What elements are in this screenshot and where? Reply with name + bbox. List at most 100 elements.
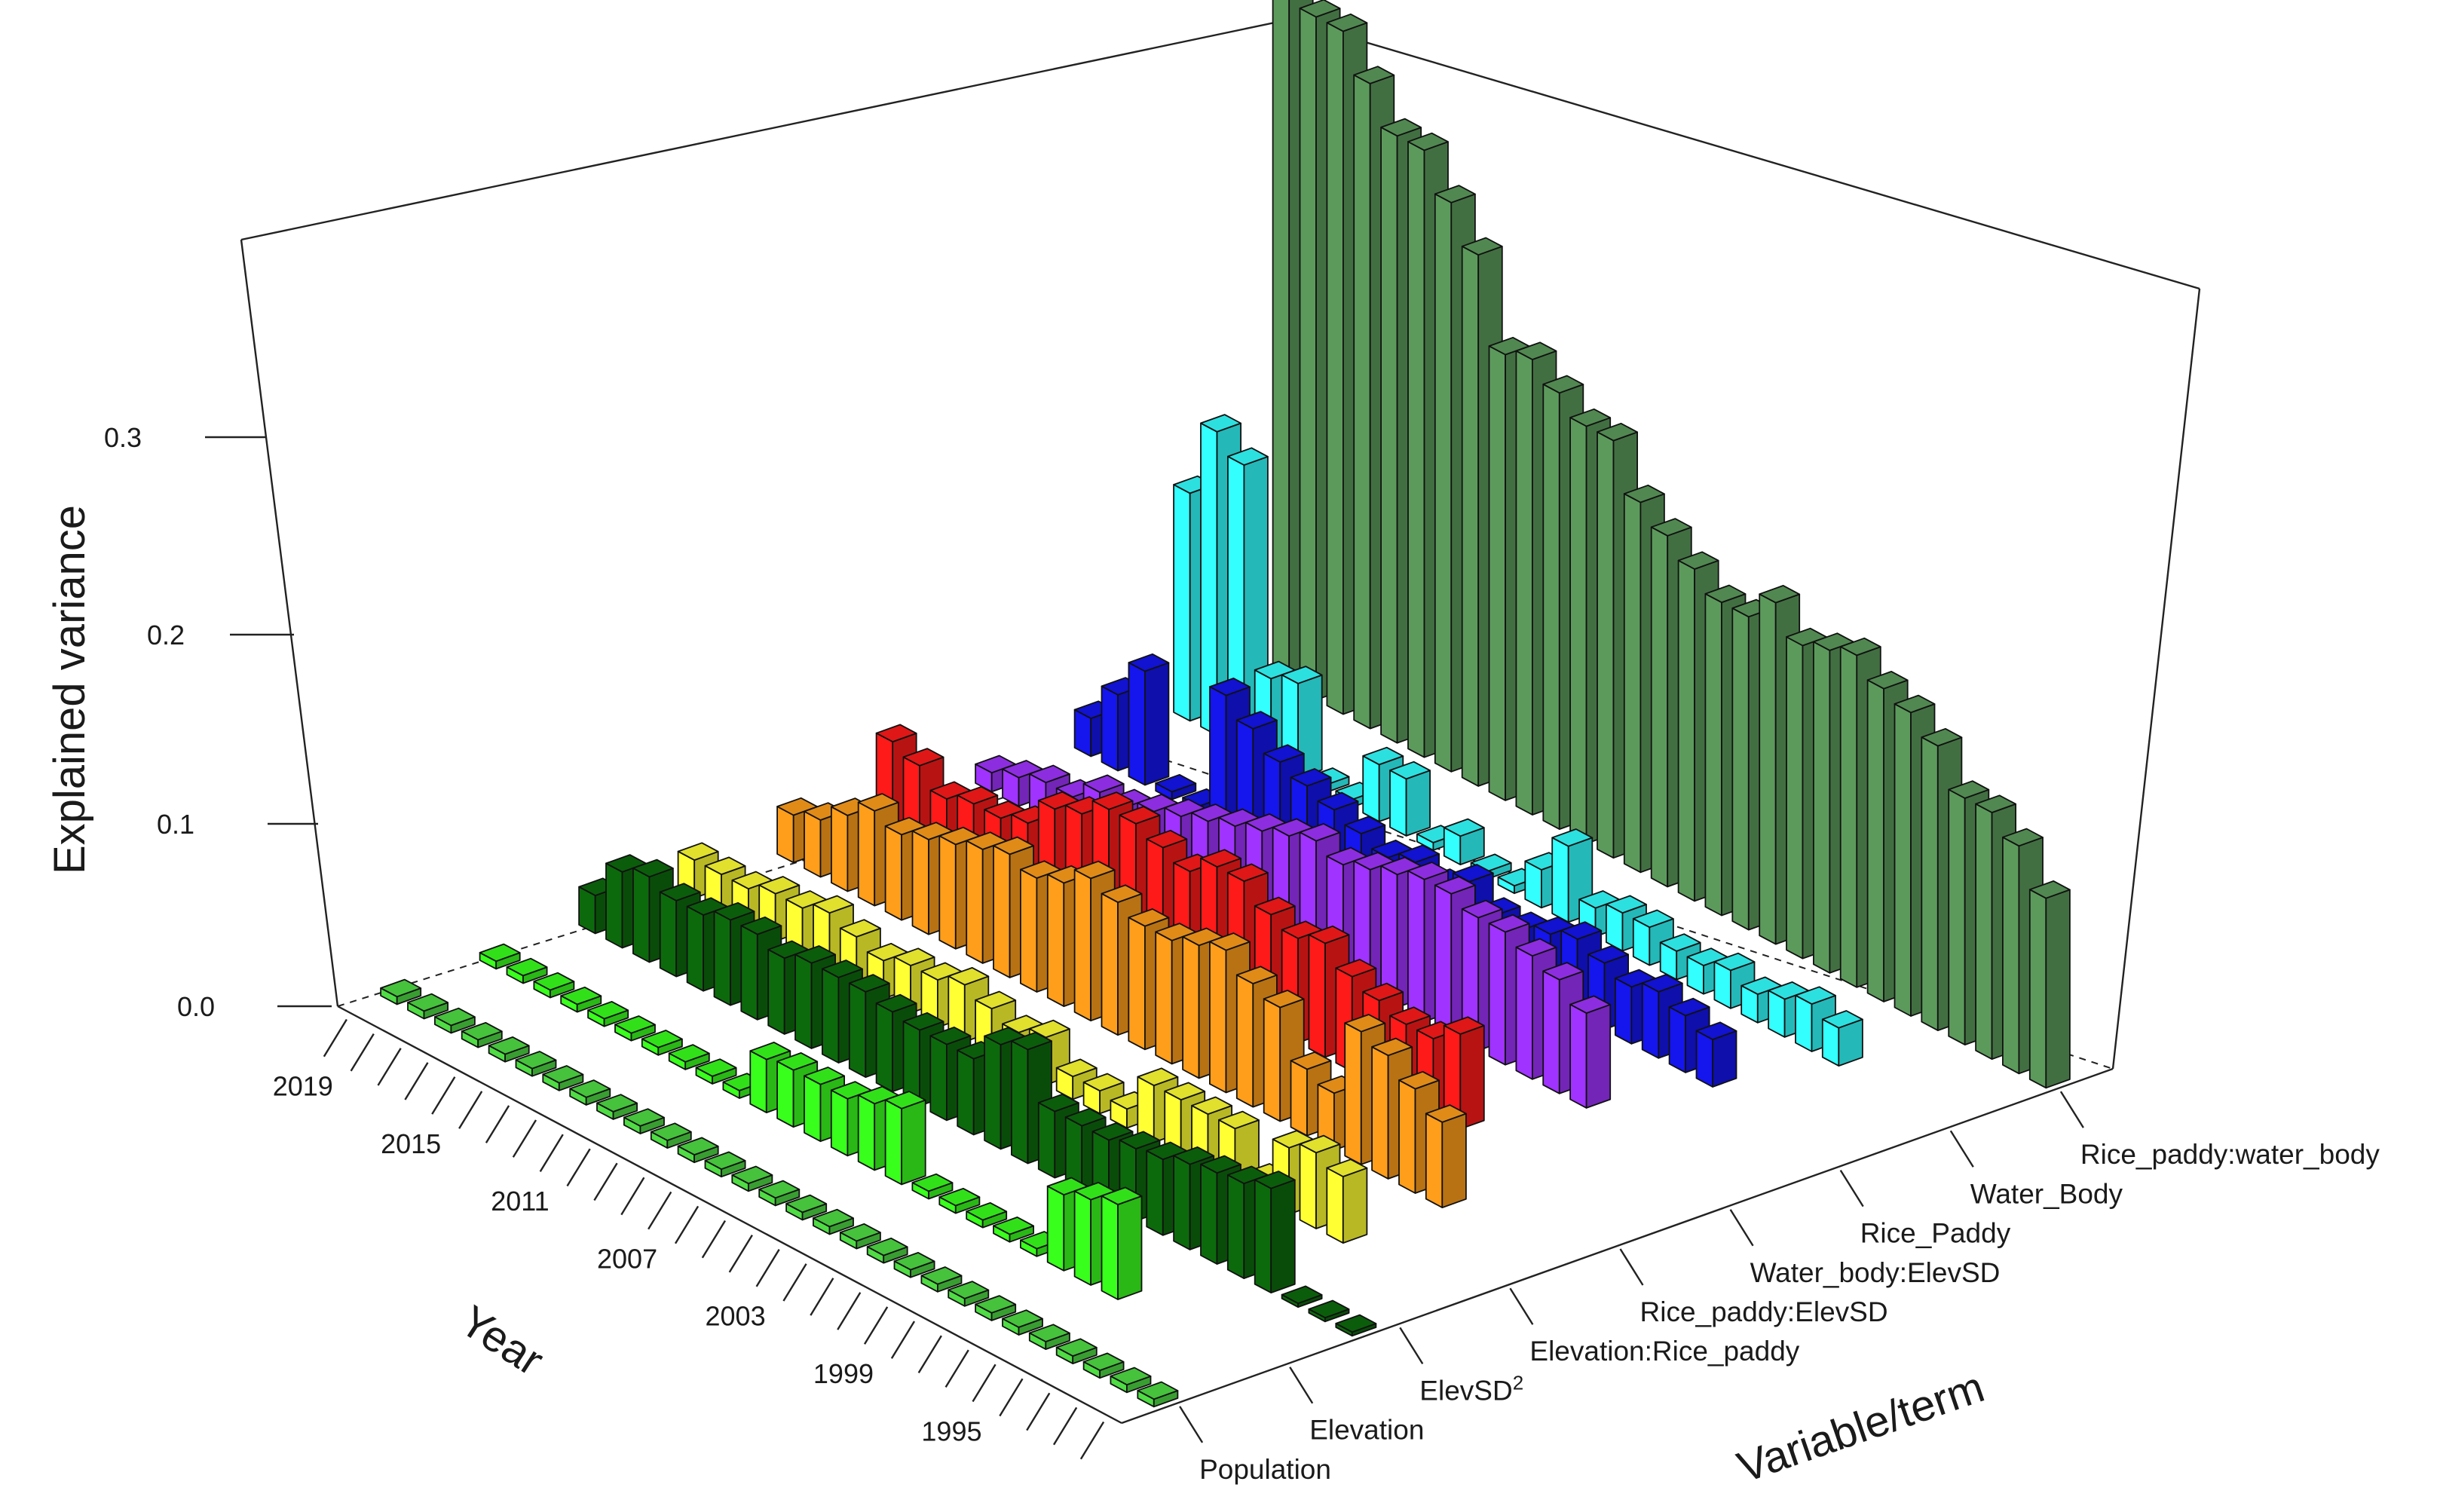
bar-top-face	[1668, 997, 1710, 1017]
bar-population-2003	[839, 1223, 881, 1250]
year-tick-label-2011: 2011	[491, 1186, 549, 1217]
bar-top-face	[1200, 1155, 1241, 1174]
year-tick-2000	[863, 1306, 889, 1345]
bar-top-face	[380, 978, 422, 998]
year-tick-2002	[810, 1278, 834, 1316]
bar-population-2019	[407, 993, 449, 1020]
bar-front-face	[804, 810, 822, 878]
bar-population-2018	[434, 1007, 476, 1034]
bar-top-face	[1326, 13, 1368, 32]
bar-population-secondary--2019	[506, 957, 548, 984]
bar-front-face	[1308, 934, 1326, 1058]
bar-top-face	[731, 1165, 773, 1185]
bar-front-face	[2028, 889, 2047, 1089]
bar-top-face	[560, 986, 602, 1005]
bar-top-face	[1677, 551, 1719, 570]
variable-label-5: Water_body:ElevSD	[1750, 1257, 2001, 1288]
bar-front-face	[740, 925, 758, 1021]
bar-front-face	[1786, 636, 1804, 960]
bar-front-face	[1173, 484, 1191, 722]
bar-population-2011	[623, 1108, 665, 1134]
bar-top-face	[1326, 1158, 1368, 1177]
bar-top-face	[1200, 849, 1241, 868]
bar-top-face	[893, 1252, 935, 1271]
bar-population-2015	[515, 1051, 557, 1077]
variable-label-7: Water_Body	[1970, 1178, 2123, 1209]
bar-population-1998	[975, 1295, 1017, 1321]
chart-box-front	[337, 1005, 2114, 1425]
bar-top-face	[1290, 1051, 1332, 1070]
bar-front-face	[857, 1094, 876, 1171]
bar-top-face	[1028, 1324, 1070, 1342]
bar-front-face	[1101, 685, 1119, 772]
bar-population-2008	[704, 1151, 746, 1178]
bar-top-face	[975, 1295, 1017, 1314]
bar-top-face	[902, 1012, 944, 1031]
bar-front-face	[1921, 736, 1939, 1031]
bar-side-face	[901, 1099, 926, 1186]
bar-top-face	[677, 1137, 719, 1155]
bar-top-face	[623, 1108, 665, 1127]
bar-top-face	[641, 1030, 683, 1048]
bar-top-face	[1064, 1107, 1107, 1127]
bar-top-face	[1173, 1146, 1215, 1165]
year-tick-2006	[701, 1220, 727, 1259]
bar-front-face	[1542, 383, 1560, 830]
bar-front-face	[1434, 193, 1453, 773]
bar-front-face	[1326, 1167, 1344, 1244]
bar-top-face	[1542, 375, 1584, 394]
bar-top-face	[875, 993, 917, 1013]
bar-front-face	[1263, 998, 1281, 1122]
bar-top-face	[407, 993, 449, 1012]
year-tick-2004	[755, 1248, 780, 1287]
year-tick-2009	[620, 1177, 645, 1216]
bar-population-2002	[866, 1237, 908, 1264]
bar-front-face	[1389, 770, 1407, 837]
bar-top-face	[758, 876, 801, 895]
variable-tick-7	[1949, 1130, 1974, 1168]
bar-top-face	[1091, 1122, 1134, 1141]
bar-population-1995	[1055, 1338, 1098, 1364]
bar-population-secondary--2020	[479, 943, 521, 970]
bar-front-face	[1073, 869, 1091, 1022]
bar-top-face	[948, 1281, 990, 1299]
bar-front-face	[1299, 1143, 1317, 1229]
bar-elevation-1995	[1254, 1171, 1296, 1293]
bar-top-face	[479, 943, 521, 963]
bar-population-secondary--2012	[695, 1058, 737, 1085]
bar-top-face	[794, 945, 836, 964]
bar-top-face	[713, 901, 755, 921]
bar-front-face	[1515, 350, 1533, 816]
bar-side-face	[1585, 1003, 1612, 1109]
bar-top-face	[1011, 1031, 1052, 1051]
year-tick-label-2019: 2019	[273, 1071, 333, 1102]
year-tick-2010	[593, 1162, 618, 1201]
bar-front-face	[1488, 923, 1506, 1066]
bar-top-face	[1461, 899, 1503, 919]
bar-top-face	[1101, 1186, 1143, 1205]
bar-top-face	[1795, 986, 1836, 1005]
bar-side-face	[1712, 1030, 1737, 1088]
variable-label-4: Rice_paddy:ElevSD	[1640, 1296, 1888, 1327]
bar-top-face	[875, 724, 917, 742]
year-tick-1997	[944, 1349, 969, 1388]
bar-top-face	[902, 748, 944, 767]
bar-population-1994	[1082, 1352, 1125, 1379]
bar-top-face	[1335, 1314, 1377, 1333]
bar-front-face	[686, 905, 704, 992]
bar-front-face	[966, 840, 984, 964]
bar-top-face	[1073, 860, 1116, 880]
bar-front-face	[1046, 874, 1065, 1007]
variable-tick-5	[1729, 1209, 1754, 1247]
variable-tick-1	[1289, 1367, 1314, 1404]
z-axis-title: Explained variance	[45, 505, 94, 874]
bar-top-face	[975, 990, 1017, 1010]
variable-axis-title: Variable/term	[1731, 1362, 1990, 1492]
bar-top-face	[866, 1237, 908, 1256]
bar-elevation-1992	[1335, 1314, 1377, 1337]
bar-top-face	[1037, 1093, 1079, 1113]
bar-population-1992	[1137, 1381, 1179, 1408]
bar-front-face	[1975, 803, 1993, 1061]
bar-top-face	[704, 1151, 746, 1171]
year-tick-2015	[458, 1091, 483, 1129]
